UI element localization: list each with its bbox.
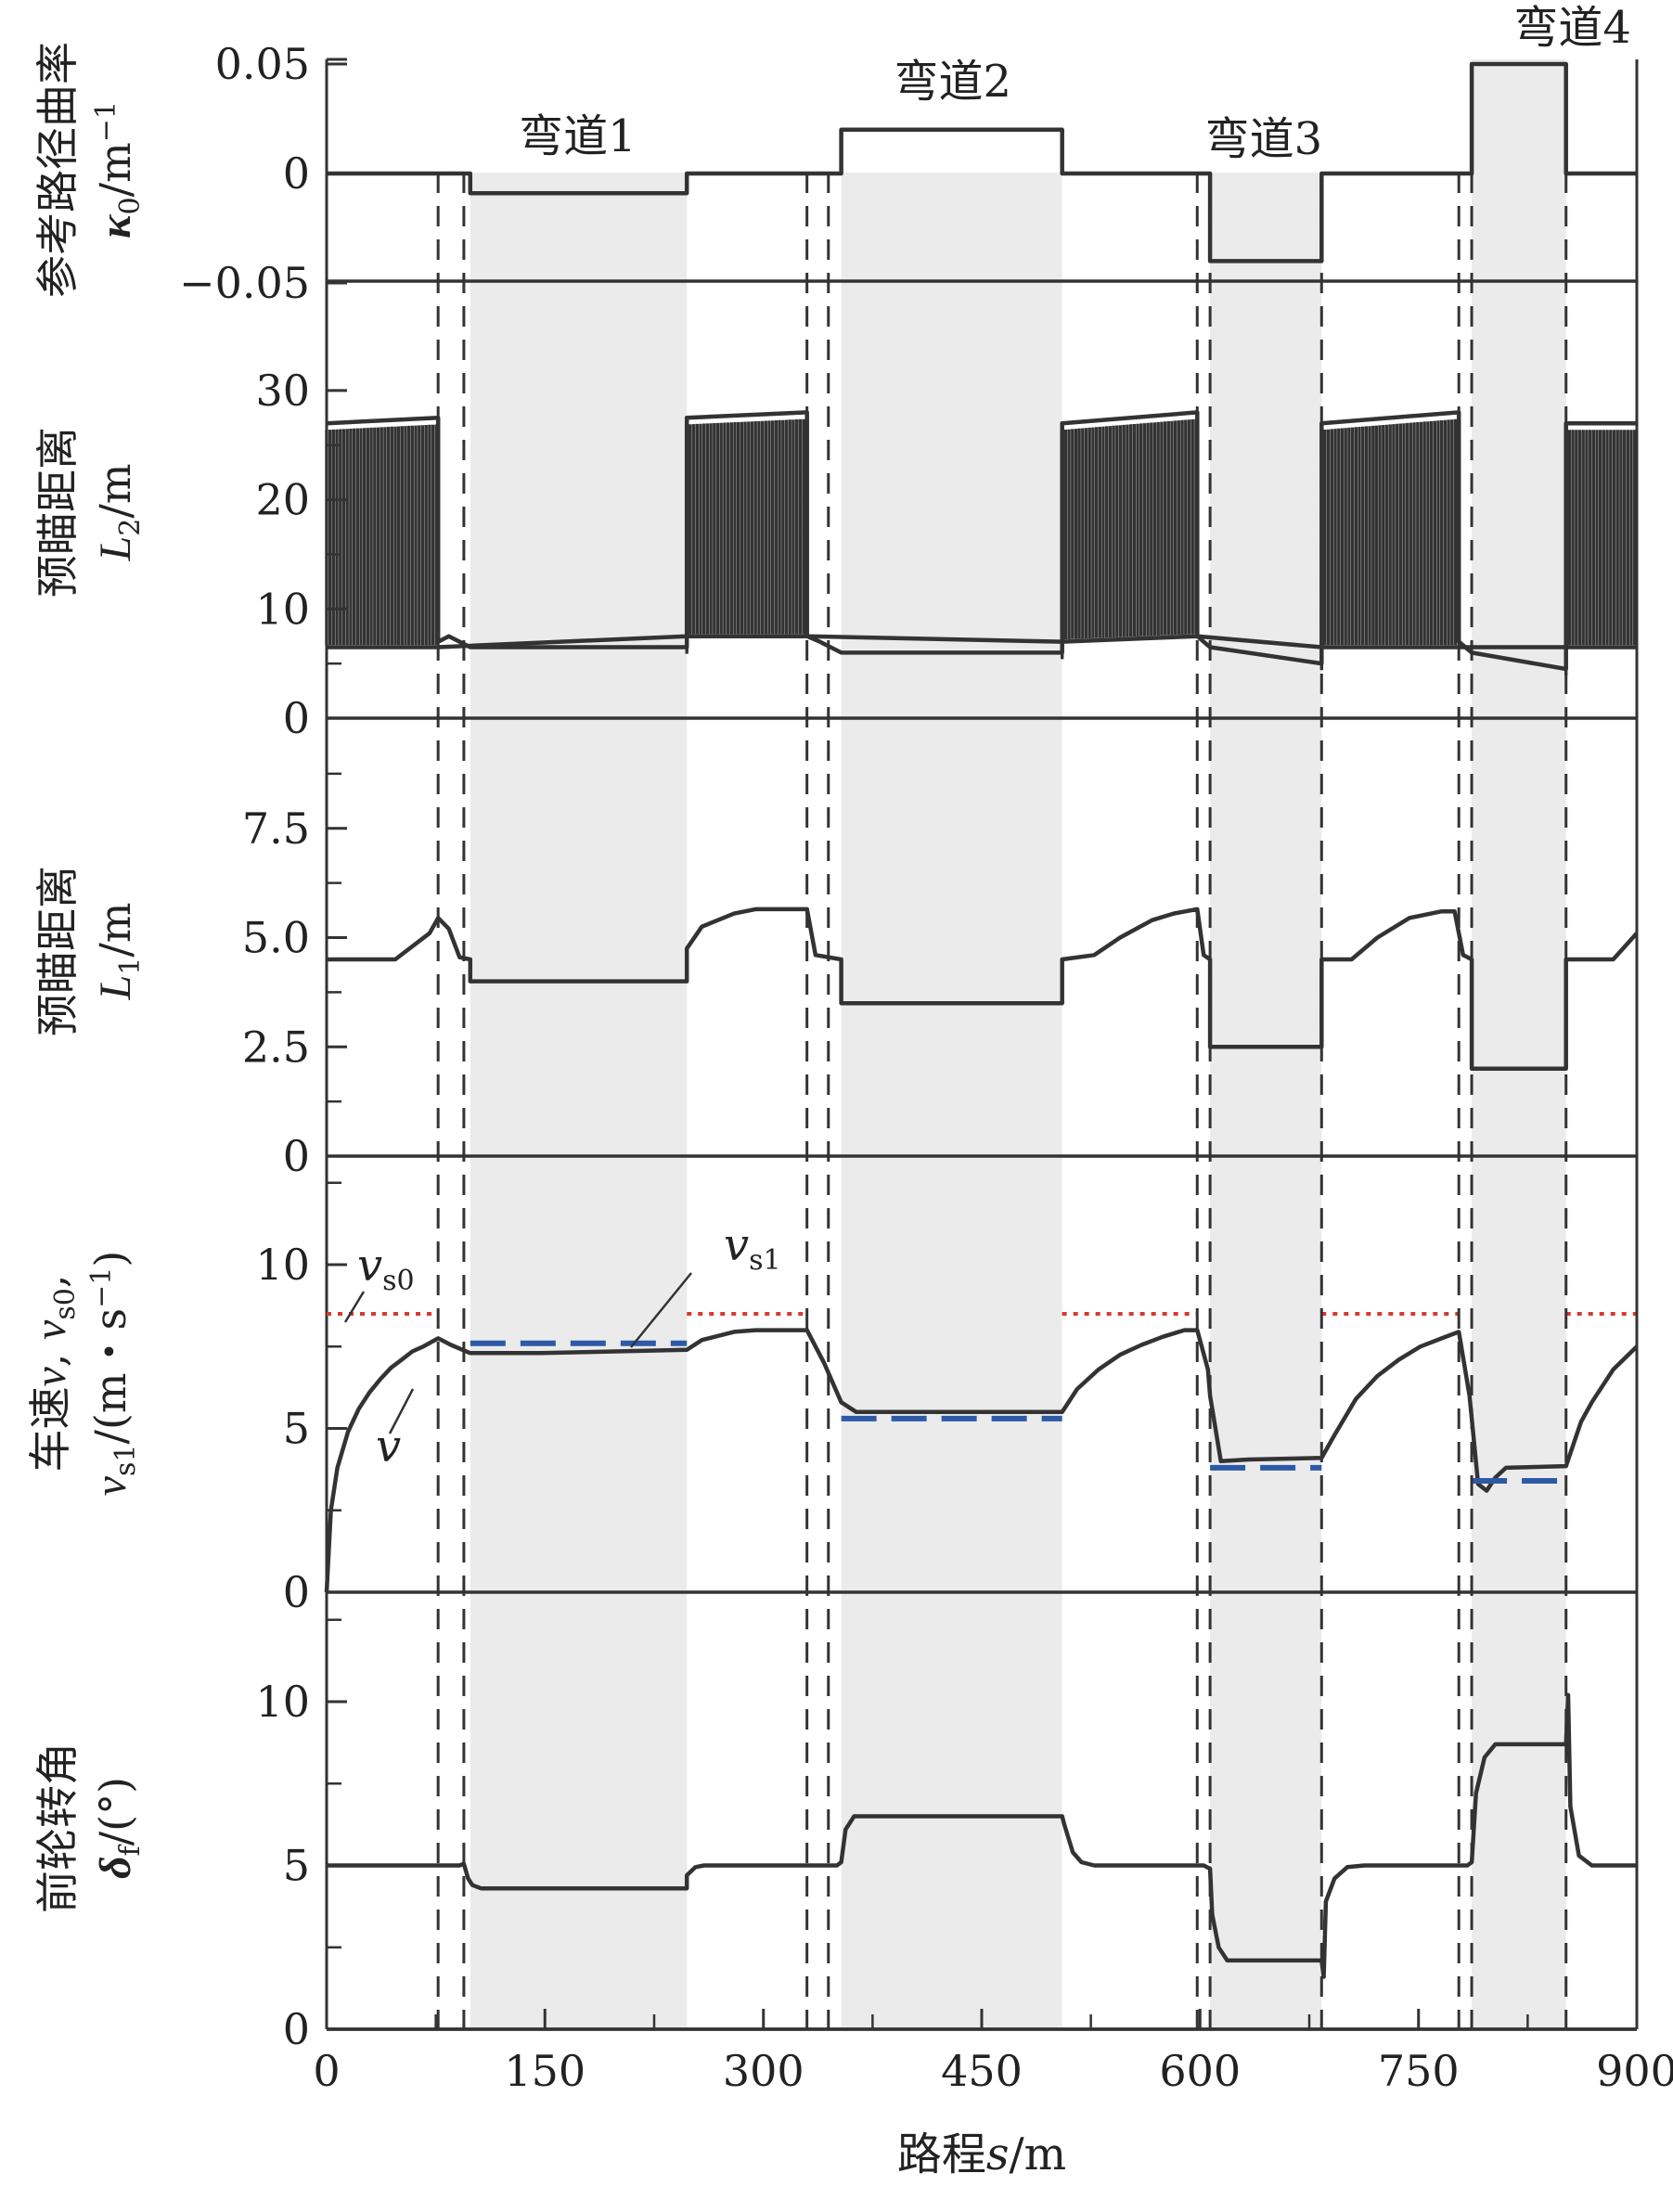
panel-L2: 30 20 10 0: [255, 281, 1637, 743]
chart-panels: 0.05 0 −0.05 30 20 10 0 7.5 5.0 2.5 0 10 5 0 10 5 0: [179, 39, 1639, 2054]
y-tick-label: 5.0: [242, 913, 310, 963]
curve-label-4: 弯道4: [1513, 2, 1631, 54]
y-tick-label: 20: [255, 475, 310, 525]
y-tick-label: 5: [283, 1841, 310, 1891]
y-label-L2-line1: 预瞄距离: [32, 427, 83, 598]
curve-label-2: 弯道2: [894, 56, 1012, 108]
annotation-label: vs0: [357, 1240, 415, 1297]
y-label-speed-line2: vs1/(m・s−1): [85, 1251, 142, 1497]
panel-curvature: 0.05 0 −0.05: [179, 39, 1637, 308]
panel-L1: 7.5 5.0 2.5 0: [242, 718, 1639, 1181]
curve-band-4: [1472, 59, 1566, 2029]
y-tick-label: 10: [255, 584, 310, 634]
y-tick-label: 0: [283, 1131, 310, 1181]
y-tick-label: 0.05: [215, 39, 310, 89]
y-tick-label: 2.5: [242, 1022, 310, 1072]
annotation-label: vs1: [724, 1219, 781, 1277]
x-tick-label: 0: [313, 2046, 340, 2096]
speed-annotation-3: v: [376, 1388, 415, 1473]
curve-label-3: 弯道3: [1205, 113, 1323, 165]
section-boundary-lines: [436, 173, 1568, 2029]
y-label-L1-line2: L1/m: [90, 903, 147, 1001]
y-label-L2-line2: L2/m: [90, 464, 147, 562]
y-tick-label: −0.05: [179, 258, 310, 308]
y-tick-label: 0: [283, 1567, 310, 1617]
curve-band-2: [841, 173, 1062, 2029]
x-tick-label: 750: [1378, 2046, 1460, 2096]
x-tick-label: 600: [1159, 2046, 1241, 2096]
series-L2-lower-envelope: [327, 634, 1637, 649]
y-tick-label: 5: [283, 1404, 310, 1454]
y-label-speed-line1: 车速v, vs0,: [25, 1275, 82, 1473]
y-tick-label: 7.5: [242, 804, 310, 854]
series-L2-oscillation: [325, 424, 438, 646]
series-L2-oscillation: [1564, 430, 1637, 676]
curve-label-1: 弯道1: [519, 110, 637, 162]
speed-annotation-2: vs1: [630, 1219, 781, 1348]
annotation-leader: [388, 1388, 415, 1434]
annotation-leader: [343, 1291, 366, 1323]
panel-speed: 10 5 0: [255, 1156, 1639, 1617]
series-L2-oscillation: [1061, 418, 1198, 660]
y-tick-label: 0: [283, 2004, 310, 2054]
x-tick-label: 450: [941, 2046, 1023, 2096]
y-label-curvature-line2: κ0/m−1: [90, 101, 147, 238]
y-label-curvature-line1: 参考路径曲率: [32, 42, 83, 298]
series-L2-oscillation: [685, 418, 809, 654]
y-tick-label: 30: [255, 366, 310, 416]
series-L2-oscillation: [1319, 418, 1458, 671]
series-curvature: [327, 61, 1637, 264]
series-L1: [327, 907, 1639, 1072]
x-tick-label: 900: [1596, 2046, 1673, 2096]
series-steer: [327, 1692, 1637, 1979]
x-axis-label: 路程s/m: [897, 2128, 1066, 2180]
x-tick-label: 300: [723, 2046, 804, 2096]
y-tick-label: 0: [283, 693, 310, 743]
speed-annotation-1: vs0: [357, 1240, 415, 1297]
x-axis: 0 150 300 450 600 750 900 路程s/m: [313, 58, 1673, 2180]
annotation-label: v: [376, 1421, 401, 1473]
y-label-steer-line2: δf/(°): [90, 1777, 147, 1879]
curve-shaded-bands: [470, 59, 1566, 2029]
y-label-steer-line1: 前轮转角: [32, 1743, 83, 1913]
x-tick-label: 150: [504, 2046, 586, 2096]
y-tick-label: 10: [255, 1677, 310, 1727]
curve-band-3: [1210, 173, 1322, 2029]
y-tick-label: 10: [255, 1240, 310, 1290]
y-tick-label: 0: [283, 148, 310, 199]
annotation-leader: [630, 1272, 692, 1348]
y-label-L1-line1: 预瞄距离: [32, 866, 83, 1036]
curve-band-1: [470, 173, 688, 2029]
